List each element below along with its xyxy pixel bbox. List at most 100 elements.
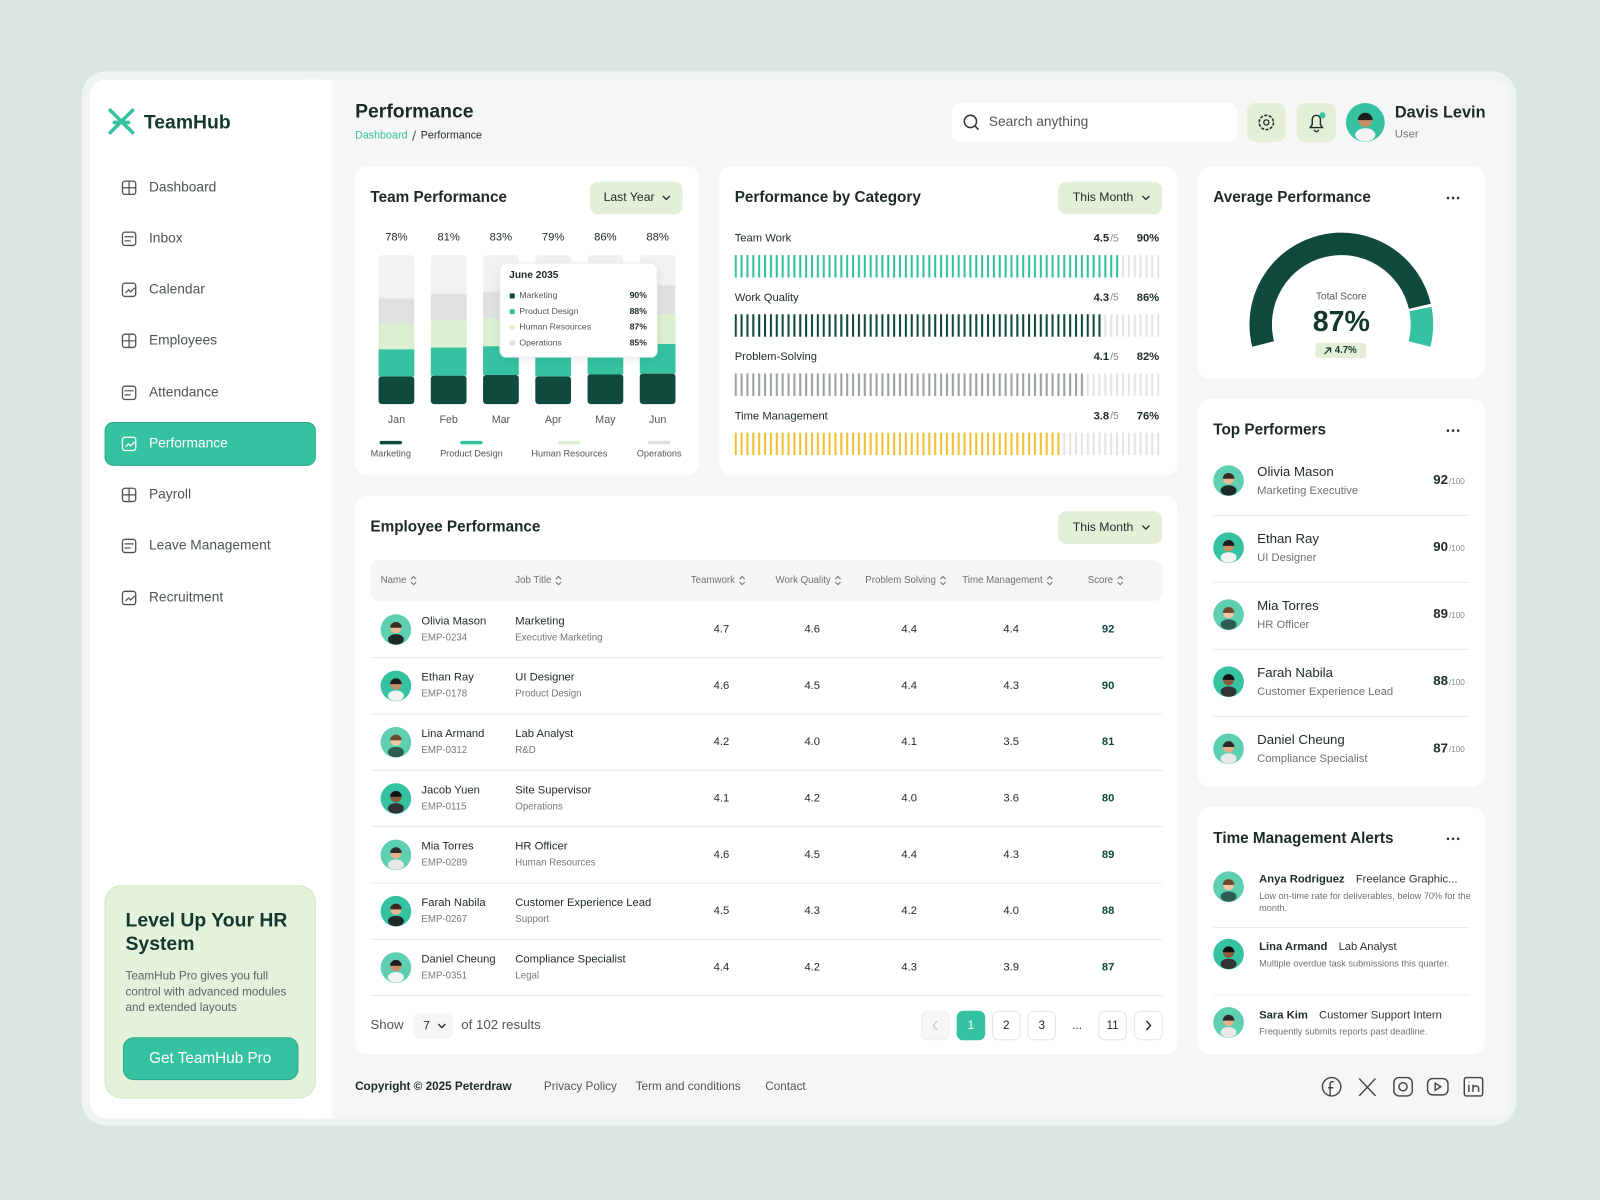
search-placeholder[interactable]: Search anything [989, 114, 1089, 129]
page-button[interactable] [1098, 1010, 1127, 1041]
nav-item[interactable]: Employees [149, 332, 217, 347]
column-header[interactable]: Job Title [515, 575, 551, 586]
page-number[interactable]: 1 [968, 1019, 975, 1032]
more-dot[interactable] [1451, 429, 1455, 432]
page-size[interactable]: 7 [423, 1018, 430, 1032]
progress-bar [734, 373, 1086, 396]
gauge-value: 87% [1313, 306, 1370, 338]
sort-icon[interactable] [410, 575, 417, 586]
page-number[interactable]: 11 [1106, 1019, 1118, 1032]
breadcrumb[interactable]: Dashboard [355, 130, 407, 142]
nav-icon[interactable] [121, 385, 137, 401]
column-header[interactable]: Score [1088, 575, 1113, 586]
page-button[interactable] [1027, 1010, 1057, 1041]
avatar-body [1220, 958, 1237, 970]
search-box[interactable] [952, 103, 1237, 142]
promo-button[interactable] [122, 1037, 299, 1081]
nav-icon[interactable] [121, 282, 137, 298]
dropdown-label[interactable]: Last Year [604, 190, 655, 204]
total-label: 81% [437, 232, 459, 244]
performer-role: Marketing Executive [1257, 485, 1358, 497]
nav-item[interactable]: Leave Management [149, 538, 271, 553]
category-label: Time Management [735, 410, 829, 422]
sort-icon[interactable] [940, 575, 946, 586]
nav-item[interactable]: Payroll [149, 487, 191, 502]
sort-icon[interactable] [1117, 575, 1124, 586]
nav-item[interactable]: Performance [149, 436, 228, 451]
avatar-hair [390, 621, 402, 628]
more-dot[interactable] [1456, 196, 1460, 200]
nav-item[interactable]: Dashboard [149, 179, 216, 194]
linkedin-icon[interactable] [1463, 1076, 1484, 1097]
sort-icon[interactable] [555, 575, 562, 586]
youtube-icon[interactable] [1426, 1077, 1449, 1096]
avatar-hair [390, 903, 402, 910]
facebook-icon[interactable] [1321, 1076, 1342, 1097]
instagram-icon[interactable] [1393, 1076, 1413, 1097]
avatar-hair [1222, 946, 1235, 953]
text-line: Multiple overdue task submissions this q… [1259, 959, 1449, 969]
avatar-hair [1222, 607, 1235, 613]
card [355, 495, 1178, 1055]
score-suffix: /5 [1110, 233, 1119, 244]
page-button[interactable] [956, 1010, 986, 1041]
bar-segment [430, 294, 467, 321]
alert-role: Freelance Graphic... [1356, 874, 1458, 886]
nav-item[interactable]: Recruitment [149, 590, 223, 605]
sort-icon[interactable] [835, 575, 841, 586]
dropdown[interactable] [1058, 511, 1163, 544]
rating-cell: 3.9 [1003, 962, 1019, 974]
nav-icon[interactable] [121, 436, 137, 452]
dropdown-label[interactable]: This Month [1073, 190, 1134, 204]
more-dot[interactable] [1451, 837, 1455, 841]
dropdown-label[interactable]: This Month [1073, 520, 1134, 534]
score-cell: 92 [1102, 624, 1114, 636]
promo-button-label[interactable]: Get TeamHub Pro [149, 1050, 271, 1067]
page-number[interactable]: 3 [1038, 1019, 1045, 1032]
nav-item[interactable]: Inbox [149, 230, 183, 245]
prev-button[interactable] [920, 1010, 950, 1041]
dropdown[interactable] [1058, 181, 1163, 215]
page-size-select[interactable] [413, 1013, 454, 1039]
nav-icon[interactable] [121, 538, 137, 554]
more-dot[interactable] [1456, 837, 1460, 841]
total-label: 83% [490, 232, 512, 244]
column-header[interactable]: Name [381, 575, 407, 586]
alert-text: Low on-time rate for deliverables, below… [1259, 891, 1473, 913]
more-dot[interactable] [1446, 429, 1450, 432]
column-header[interactable]: Work Quality [776, 575, 831, 586]
x-tick-label: Jan [388, 414, 405, 426]
results-label: of 102 results [461, 1017, 541, 1032]
nav-item[interactable]: Attendance [149, 384, 219, 399]
search-icon [963, 114, 978, 129]
page-number[interactable]: 2 [1003, 1019, 1010, 1032]
gauge-label: Total Score [1316, 292, 1367, 303]
footer-link[interactable]: Term and conditions [636, 1080, 741, 1093]
more-dot[interactable] [1456, 429, 1460, 432]
footer-link[interactable]: Contact [765, 1080, 806, 1093]
sort-icon[interactable] [739, 575, 746, 586]
text-line: System [126, 933, 195, 955]
performer-name: Daniel Cheung [1257, 732, 1345, 747]
column-header[interactable]: Teamwork [691, 575, 735, 586]
nav-icon[interactable] [121, 231, 137, 247]
footer-link[interactable]: Privacy Policy [544, 1080, 617, 1093]
settings-button[interactable] [1246, 103, 1286, 142]
more-dot[interactable] [1451, 196, 1455, 200]
x-icon[interactable] [1358, 1078, 1377, 1097]
rating-cell: 4.6 [714, 680, 730, 692]
more-dot[interactable] [1446, 196, 1450, 200]
sort-icon[interactable] [1046, 575, 1053, 586]
nav-icon[interactable] [121, 590, 137, 606]
column-header[interactable]: Problem Solving [865, 575, 936, 586]
page-button[interactable] [992, 1010, 1021, 1041]
more-dot[interactable] [1446, 837, 1450, 841]
nav-active[interactable] [104, 421, 316, 466]
text-line: TeamHub Pro gives you full [126, 970, 272, 983]
next-button[interactable] [1134, 1010, 1163, 1041]
nav-item[interactable]: Calendar [149, 281, 205, 296]
page-number[interactable]: ... [1072, 1019, 1082, 1032]
column-header[interactable]: Time Management [962, 575, 1043, 586]
notification-button[interactable] [1296, 103, 1336, 142]
dropdown[interactable] [589, 181, 683, 215]
